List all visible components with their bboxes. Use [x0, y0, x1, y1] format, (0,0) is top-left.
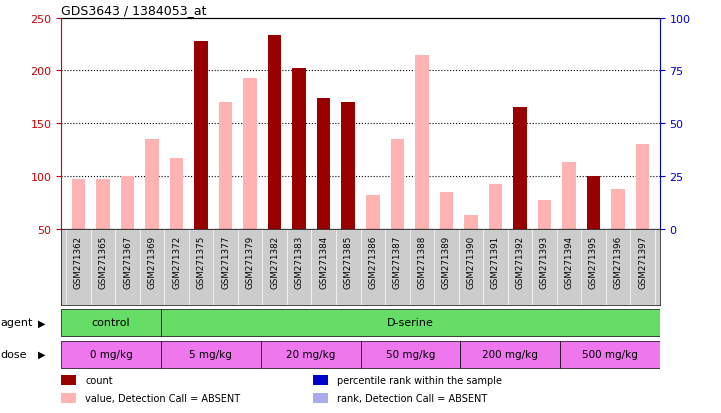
Text: GSM271382: GSM271382 — [270, 235, 279, 288]
Text: GSM271365: GSM271365 — [99, 235, 107, 288]
Bar — [562, 163, 575, 229]
Bar — [317, 99, 330, 229]
Bar — [342, 103, 355, 229]
Text: GSM271388: GSM271388 — [417, 235, 426, 289]
Text: GSM271396: GSM271396 — [614, 235, 622, 288]
Text: ▶: ▶ — [37, 318, 45, 328]
Bar — [366, 195, 379, 229]
Bar — [460, 341, 560, 368]
Text: GSM271386: GSM271386 — [368, 235, 377, 288]
Bar — [268, 36, 281, 229]
Text: 20 mg/kg: 20 mg/kg — [286, 349, 335, 359]
Bar — [513, 108, 526, 229]
Bar — [538, 201, 551, 229]
Bar — [360, 341, 460, 368]
Bar — [415, 55, 428, 229]
Text: control: control — [92, 318, 131, 328]
Text: GSM271391: GSM271391 — [491, 235, 500, 288]
Bar — [61, 309, 161, 336]
Text: GSM271390: GSM271390 — [466, 235, 475, 288]
Text: GSM271392: GSM271392 — [516, 235, 524, 288]
Bar — [71, 180, 85, 229]
Bar — [293, 69, 306, 229]
Text: GSM271385: GSM271385 — [344, 235, 353, 289]
Text: GSM271387: GSM271387 — [393, 235, 402, 289]
Bar — [464, 216, 477, 229]
Bar — [61, 341, 161, 368]
Bar — [440, 192, 453, 229]
Text: GSM271379: GSM271379 — [246, 235, 255, 288]
Text: GSM271367: GSM271367 — [123, 235, 132, 288]
Text: 500 mg/kg: 500 mg/kg — [582, 349, 638, 359]
Text: ▶: ▶ — [37, 349, 45, 359]
Bar — [195, 42, 208, 229]
Bar — [489, 185, 502, 229]
Bar — [587, 177, 601, 229]
Text: GSM271389: GSM271389 — [442, 235, 451, 288]
Bar — [96, 180, 110, 229]
Text: GSM271383: GSM271383 — [295, 235, 304, 289]
Text: D-serine: D-serine — [387, 318, 434, 328]
Bar — [161, 341, 261, 368]
Bar — [636, 145, 650, 229]
Text: 200 mg/kg: 200 mg/kg — [482, 349, 538, 359]
Bar — [146, 140, 159, 229]
Text: count: count — [85, 375, 113, 385]
Text: 50 mg/kg: 50 mg/kg — [386, 349, 435, 359]
Text: GSM271369: GSM271369 — [148, 235, 156, 288]
Text: value, Detection Call = ABSENT: value, Detection Call = ABSENT — [85, 393, 240, 403]
Bar — [61, 375, 76, 385]
Text: GSM271362: GSM271362 — [74, 235, 83, 288]
Text: GDS3643 / 1384053_at: GDS3643 / 1384053_at — [61, 5, 207, 17]
Text: GSM271395: GSM271395 — [589, 235, 598, 288]
Text: 5 mg/kg: 5 mg/kg — [190, 349, 232, 359]
Text: GSM271375: GSM271375 — [197, 235, 205, 289]
Text: GSM271394: GSM271394 — [565, 235, 573, 288]
Bar — [170, 159, 183, 229]
Bar — [611, 189, 625, 229]
Bar — [313, 393, 327, 403]
Bar — [219, 103, 232, 229]
Text: agent: agent — [1, 318, 33, 328]
Text: 0 mg/kg: 0 mg/kg — [90, 349, 133, 359]
Bar — [244, 78, 257, 229]
Text: GSM271377: GSM271377 — [221, 235, 230, 289]
Bar — [313, 375, 327, 385]
Text: percentile rank within the sample: percentile rank within the sample — [337, 375, 502, 385]
Bar — [61, 393, 76, 403]
Text: GSM271397: GSM271397 — [638, 235, 647, 288]
Bar — [261, 341, 360, 368]
Text: dose: dose — [1, 349, 27, 359]
Bar — [560, 341, 660, 368]
Text: GSM271393: GSM271393 — [540, 235, 549, 288]
Text: rank, Detection Call = ABSENT: rank, Detection Call = ABSENT — [337, 393, 487, 403]
Bar — [120, 177, 134, 229]
Bar — [391, 140, 404, 229]
Text: GSM271384: GSM271384 — [319, 235, 328, 288]
Text: GSM271372: GSM271372 — [172, 235, 181, 288]
Bar — [161, 309, 660, 336]
